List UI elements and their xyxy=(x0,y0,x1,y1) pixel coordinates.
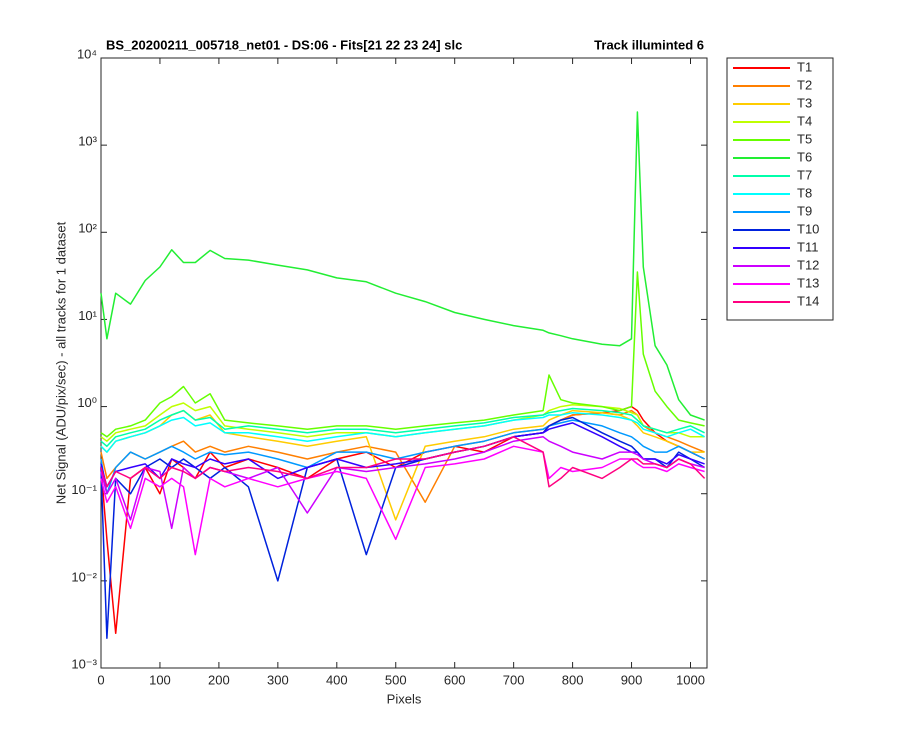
x-tick-label: 900 xyxy=(621,672,643,687)
legend-box xyxy=(726,57,834,321)
series-line xyxy=(100,436,705,530)
legend-label: T8 xyxy=(797,185,812,200)
y-tick-label: 10⁻³ xyxy=(71,656,97,671)
chart-title-right: Track illuminted 6 xyxy=(594,37,704,52)
x-tick-label: 800 xyxy=(562,672,584,687)
y-tick-label: 10⁰ xyxy=(77,395,97,410)
series-line xyxy=(100,419,705,495)
x-axis-label: Pixels xyxy=(387,691,422,706)
series-line xyxy=(100,271,705,438)
legend-label: T1 xyxy=(797,59,812,74)
series-line xyxy=(100,411,705,453)
plot-area xyxy=(100,57,708,669)
x-tick-label: 500 xyxy=(385,672,407,687)
legend-label: T13 xyxy=(797,275,819,290)
legend-label: T4 xyxy=(797,113,812,128)
x-tick-label: 0 xyxy=(97,672,104,687)
legend-label: T3 xyxy=(797,95,812,110)
legend-label: T7 xyxy=(797,167,812,182)
y-tick-label: 10⁻² xyxy=(71,569,97,584)
x-tick-label: 1000 xyxy=(676,672,705,687)
legend-label: T11 xyxy=(797,239,818,254)
y-tick-label: 10³ xyxy=(78,134,97,149)
chart-title: BS_20200211_005718_net01 - DS:06 - Fits[… xyxy=(106,37,462,52)
x-tick-label: 300 xyxy=(267,672,289,687)
series-line xyxy=(100,409,705,521)
legend-label: T9 xyxy=(797,203,812,218)
x-tick-label: 600 xyxy=(444,672,466,687)
x-tick-label: 200 xyxy=(208,672,230,687)
y-tick-label: 10² xyxy=(78,221,97,236)
series-line xyxy=(100,445,705,556)
legend-label: T12 xyxy=(797,257,819,272)
legend-label: T10 xyxy=(797,221,819,236)
x-tick-label: 400 xyxy=(326,672,348,687)
y-tick-label: 10⁻¹ xyxy=(71,482,97,497)
y-tick-label: 10¹ xyxy=(78,308,97,323)
legend-label: T5 xyxy=(797,131,812,146)
series-line xyxy=(100,111,705,421)
y-axis-label: Net Signal (ADU/pix/sec) - all tracks fo… xyxy=(53,221,68,504)
y-tick-label: 10⁴ xyxy=(77,46,97,61)
series-line xyxy=(100,407,705,448)
legend-label: T14 xyxy=(797,293,819,308)
legend-label: T6 xyxy=(797,149,812,164)
series-line xyxy=(100,436,706,488)
x-tick-label: 700 xyxy=(503,672,525,687)
x-tick-label: 100 xyxy=(149,672,171,687)
legend-label: T2 xyxy=(797,77,812,92)
